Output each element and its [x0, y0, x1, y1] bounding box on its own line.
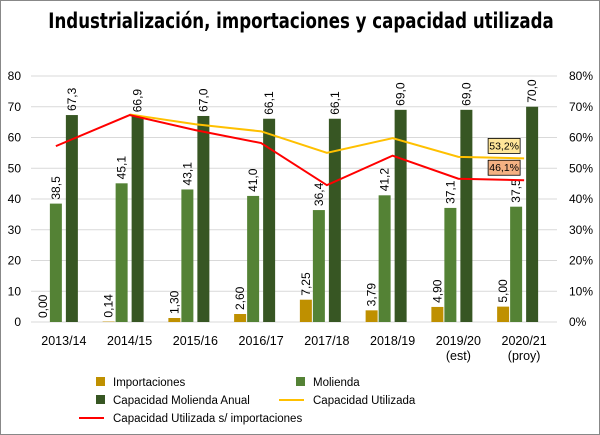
- y-tick-label: 10: [8, 284, 22, 298]
- bar-importaciones: [431, 306, 444, 322]
- y2-tick-label: 50%: [569, 161, 593, 175]
- legend-label: Capacidad Utilizada s/ importaciones: [113, 413, 302, 425]
- legend-swatch: [296, 377, 305, 386]
- x-tick-label: 2016/17: [239, 334, 284, 348]
- y-tick-label: 40: [8, 192, 22, 206]
- legend-label: Capacidad Molienda Anual: [113, 395, 250, 407]
- bar-molienda: [378, 195, 391, 322]
- x-tick-label: (proy): [508, 349, 541, 363]
- x-tick-label: 2014/15: [107, 334, 152, 348]
- y-tick-label: 60: [8, 131, 22, 145]
- data-label: 37,1: [443, 180, 457, 204]
- legend-label: Importaciones: [113, 377, 185, 389]
- y2-tick-label: 80%: [569, 69, 593, 83]
- y-tick-label: 20: [8, 254, 22, 268]
- y2-tick-label: 40%: [569, 192, 593, 206]
- data-label: 0,00: [36, 294, 50, 318]
- end-label-box: [487, 159, 521, 176]
- legend-swatch: [96, 395, 105, 404]
- data-label: 0,14: [102, 294, 116, 318]
- y-tick-label: 70: [8, 100, 22, 114]
- data-label: 45,1: [115, 156, 129, 180]
- data-label: 67,3: [65, 87, 79, 111]
- line-capacidad-utilizada-s-importaciones: [55, 114, 525, 187]
- data-label: 66,1: [328, 91, 342, 115]
- bar-capacidad-molienda-anual: [65, 115, 78, 323]
- x-tick-label: 2013/14: [41, 334, 86, 348]
- data-label: 1,30: [167, 290, 181, 314]
- x-tick-label: (est): [446, 349, 471, 363]
- x-tick-label: 2018/19: [370, 334, 415, 348]
- bar-importaciones: [234, 314, 247, 322]
- data-label: 36,4: [312, 182, 326, 206]
- data-label: 43,1: [180, 162, 194, 186]
- x-tick-label: 2020/21: [502, 334, 547, 348]
- legend-label: Molienda: [313, 377, 360, 389]
- bar-capacidad-molienda-anual: [394, 109, 407, 322]
- y-tick-label: 80: [8, 69, 22, 83]
- bar-molienda: [49, 203, 62, 322]
- bar-molienda: [181, 189, 194, 322]
- bar-capacidad-molienda-anual: [328, 118, 341, 323]
- x-tick-label: 2019/20: [436, 334, 481, 348]
- y-tick-label: 30: [8, 223, 22, 237]
- data-label: 38,5: [49, 176, 63, 200]
- data-label: 69,0: [459, 82, 473, 106]
- bar-capacidad-molienda-anual: [197, 115, 210, 322]
- x-tick-label: 2015/16: [173, 334, 218, 348]
- y2-tick-label: 20%: [569, 254, 593, 268]
- y-tick-label: 0: [14, 315, 21, 329]
- bar-importaciones: [365, 310, 378, 322]
- data-label: 70,0: [525, 79, 539, 103]
- data-label: 7,25: [299, 272, 313, 296]
- bar-capacidad-molienda-anual: [131, 116, 144, 322]
- y2-tick-label: 70%: [569, 100, 593, 114]
- y2-tick-label: 10%: [569, 284, 593, 298]
- end-label: 46,1%: [489, 162, 519, 174]
- y2-tick-label: 30%: [569, 223, 593, 237]
- bar-capacidad-molienda-anual: [263, 118, 276, 323]
- data-label: 67,0: [196, 88, 210, 112]
- legend-label: Capacidad Utilizada: [313, 395, 416, 407]
- end-label-box: [487, 138, 521, 154]
- bar-importaciones: [497, 306, 510, 322]
- bar-importaciones: [168, 318, 181, 322]
- data-label: 66,1: [262, 91, 276, 115]
- data-label: 69,0: [394, 82, 408, 106]
- chart-title: Industrialización, importaciones y capac…: [48, 9, 554, 33]
- bar-molienda: [115, 183, 128, 322]
- bar-capacidad-molienda-anual: [460, 109, 473, 322]
- bar-importaciones: [299, 299, 312, 322]
- data-label: 3,79: [365, 283, 379, 307]
- line-capacidad-utilizada: [129, 113, 525, 160]
- data-label: 37,5: [509, 179, 523, 203]
- bar-molienda: [247, 195, 260, 322]
- data-label: 4,90: [430, 279, 444, 303]
- data-label: 41,0: [246, 168, 260, 192]
- bar-molienda: [312, 210, 325, 322]
- bar-molienda: [444, 207, 457, 322]
- y2-tick-label: 0%: [569, 315, 587, 329]
- data-label: 66,9: [131, 89, 145, 113]
- data-label: 41,2: [378, 168, 392, 192]
- end-label: 53,2%: [489, 140, 519, 152]
- y2-tick-label: 60%: [569, 131, 593, 145]
- bar-molienda: [510, 206, 523, 322]
- x-tick-label: 2017/18: [304, 334, 349, 348]
- bar-capacidad-molienda-anual: [526, 106, 539, 322]
- y-tick-label: 50: [8, 161, 22, 175]
- data-label: 5,00: [496, 279, 510, 303]
- legend-swatch: [96, 377, 105, 386]
- data-label: 2,60: [233, 286, 247, 310]
